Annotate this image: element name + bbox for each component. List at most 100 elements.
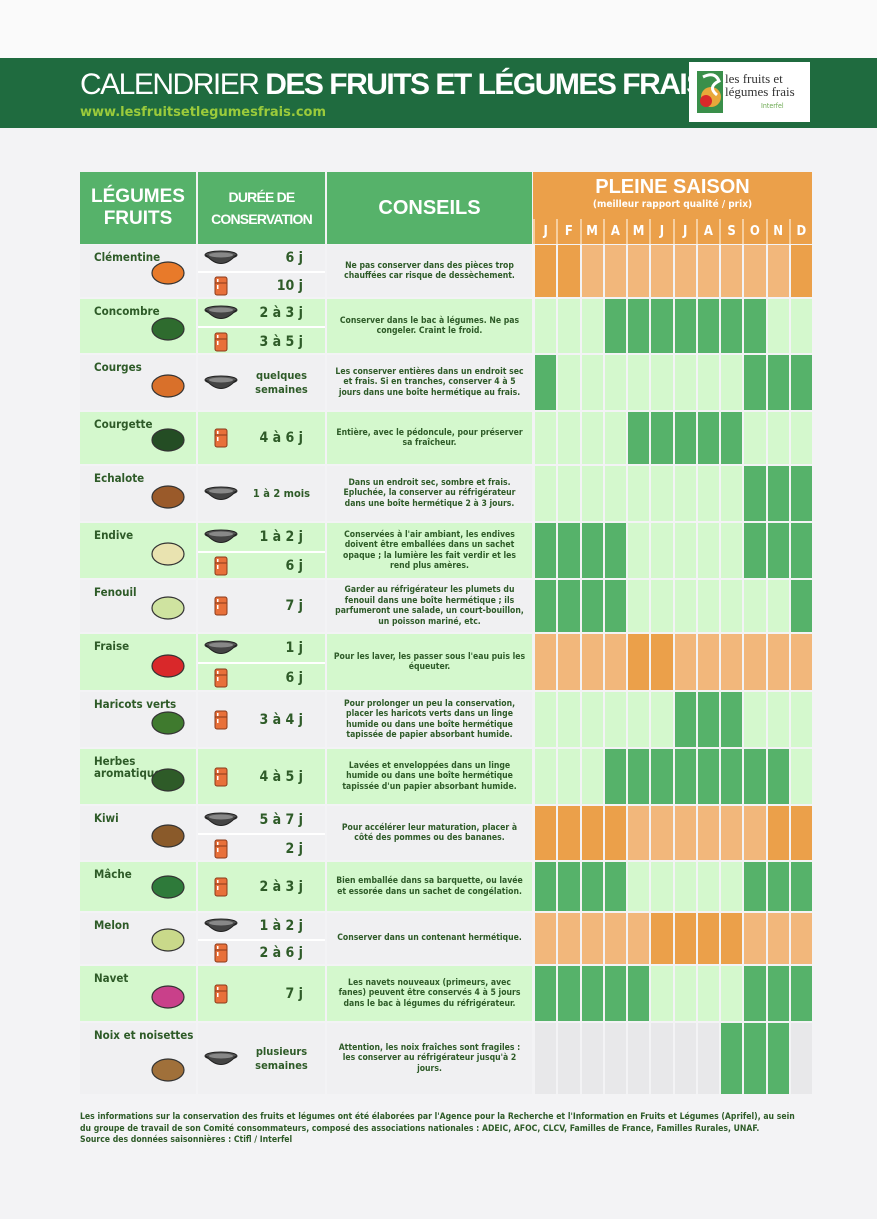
- item-name: Noix et noisettes: [94, 1028, 194, 1042]
- item-name: Haricots verts: [94, 697, 177, 711]
- interfel-logo: les fruits et légumes frais Interfel: [689, 62, 810, 122]
- advice-text: Pour accélérer leur maturation, placer à…: [327, 806, 532, 860]
- season-cell-M: [581, 466, 603, 521]
- season-cell-F: [558, 1023, 580, 1094]
- advice-text: Garder au réfrigérateur les plumets du f…: [327, 580, 532, 632]
- item-name-cell: Clémentine: [80, 245, 196, 297]
- noix-et-noisettes-illustration-icon: [144, 1054, 188, 1088]
- herbes-aromatiques-illustration-icon: [144, 764, 188, 798]
- duration-line: 2 j: [198, 833, 325, 862]
- month-10: N: [765, 219, 789, 244]
- item-name-cell: Courges: [80, 355, 196, 410]
- season-cell-J: [651, 862, 673, 911]
- duration-cell: 2 à 3 j 3 à 5 j: [198, 299, 325, 353]
- cl-mentine-illustration-icon: [144, 257, 188, 291]
- item-name-cell: Courgette: [80, 412, 196, 464]
- fraise-illustration-icon: [144, 650, 188, 684]
- season-cell-D: [790, 1023, 812, 1094]
- season-cell-J: [651, 580, 673, 632]
- month-9: O: [742, 219, 765, 244]
- season-cell-J: [535, 299, 557, 353]
- season-cell-N: [767, 412, 789, 464]
- season-cell-A: [697, 749, 719, 804]
- season-cell-J: [651, 692, 673, 747]
- season-cell-J: [535, 355, 557, 410]
- season-cell-J: [674, 966, 696, 1021]
- season-cell-D: [790, 466, 812, 521]
- season-cell-D: [790, 692, 812, 747]
- season-cell-M: [628, 355, 650, 410]
- courges-illustration-icon: [144, 370, 188, 404]
- season-cell-A: [604, 692, 626, 747]
- season-cell-A: [697, 913, 719, 964]
- duration-value: 3 à 4 j: [259, 711, 303, 728]
- website-link[interactable]: www.lesfruitsetlegumesfrais.com: [80, 105, 326, 120]
- season-cell-A: [697, 806, 719, 860]
- season-cell-J: [651, 245, 673, 297]
- refrigerator-icon: [198, 596, 244, 616]
- season-cell-J: [535, 806, 557, 860]
- season-cell-S: [721, 806, 743, 860]
- duration-line: 6 j: [198, 550, 325, 581]
- season-cell-J: [674, 862, 696, 911]
- season-cell-J: [674, 749, 696, 804]
- refrigerator-icon: [198, 556, 244, 576]
- season-cell-M: [628, 299, 650, 353]
- season-cell-J: [535, 580, 557, 632]
- season-cell-S: [721, 692, 743, 747]
- duration-cell: 4 à 6 j: [198, 412, 325, 464]
- table-row: Kiwi 5 à 7 j 2 j Pour accélérer leur matura…: [80, 806, 812, 862]
- season-cell-M: [628, 580, 650, 632]
- duration-value: 6 j: [285, 250, 303, 266]
- season-cell-J: [535, 523, 557, 578]
- season-cell-F: [558, 634, 580, 690]
- fenouil-illustration-icon: [144, 592, 188, 626]
- duration-cell: 3 à 4 j: [198, 692, 325, 747]
- duration-line: 10 j: [198, 271, 325, 299]
- navet-illustration-icon: [144, 981, 188, 1015]
- duration-cell: 1 à 2 mois: [198, 466, 325, 521]
- season-cell-J: [651, 913, 673, 964]
- season-cell-J: [674, 806, 696, 860]
- advice-text: Conservées à l'air ambiant, les endives …: [327, 523, 532, 578]
- refrigerator-icon: [198, 332, 244, 352]
- season-cell-O: [744, 1023, 766, 1094]
- season-cell-A: [697, 466, 719, 521]
- duration-line: 1 à 2 mois: [198, 466, 325, 521]
- duration-line: 6 j: [198, 245, 325, 271]
- header-pleine-saison: PLEINE SAISON (meilleur rapport qualité …: [533, 172, 812, 244]
- season-cell-J: [674, 466, 696, 521]
- season-cell-M: [581, 862, 603, 911]
- advice-text: Pour les laver, les passer sous l'eau pu…: [327, 634, 532, 690]
- season-cell-M: [581, 412, 603, 464]
- season-cell-A: [604, 245, 626, 297]
- month-6: J: [672, 219, 696, 244]
- season-cell-S: [721, 299, 743, 353]
- table-row: Concombre 2 à 3 j 3 à 5 j Conserver dans le…: [80, 299, 812, 355]
- refrigerator-icon: [198, 984, 244, 1004]
- month-3: A: [602, 219, 626, 244]
- season-cell-N: [767, 634, 789, 690]
- table-row: Echalote 1 à 2 mois Dans un endroit sec, s…: [80, 466, 812, 523]
- season-cell-F: [558, 806, 580, 860]
- season-cell-M: [581, 966, 603, 1021]
- season-cells: [533, 692, 812, 747]
- item-name: Navet: [94, 971, 129, 985]
- season-cells: [533, 1023, 812, 1094]
- duration-line: plusieurs semaines: [198, 1023, 325, 1094]
- season-cell-M: [581, 1023, 603, 1094]
- season-cell-J: [535, 245, 557, 297]
- season-cell-J: [651, 523, 673, 578]
- season-cell-J: [535, 634, 557, 690]
- season-cell-O: [744, 355, 766, 410]
- season-cell-D: [790, 749, 812, 804]
- duration-line: 6 j: [198, 662, 325, 692]
- season-cells: [533, 913, 812, 964]
- refrigerator-icon: [198, 839, 244, 859]
- season-cell-A: [604, 355, 626, 410]
- duration-line: 7 j: [198, 966, 325, 1021]
- item-name: Courges: [94, 360, 142, 374]
- season-cell-F: [558, 412, 580, 464]
- item-name: Fenouil: [94, 585, 137, 599]
- season-cells: [533, 466, 812, 521]
